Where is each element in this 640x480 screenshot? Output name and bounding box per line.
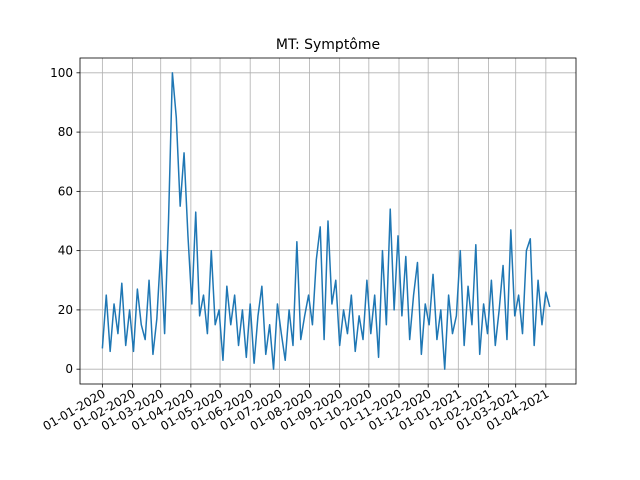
y-tick-label: 0 <box>65 362 73 376</box>
data-line <box>101 72 551 370</box>
chart-title: MT: Symptôme <box>276 37 380 53</box>
y-tick-label: 20 <box>58 303 73 317</box>
y-tick-label: 80 <box>58 125 73 139</box>
y-tick-label: 40 <box>58 244 73 258</box>
plot <box>101 72 551 370</box>
axes-frame <box>79 57 577 385</box>
y-tick-label: 60 <box>58 184 73 198</box>
y-tick-label: 100 <box>50 66 73 80</box>
